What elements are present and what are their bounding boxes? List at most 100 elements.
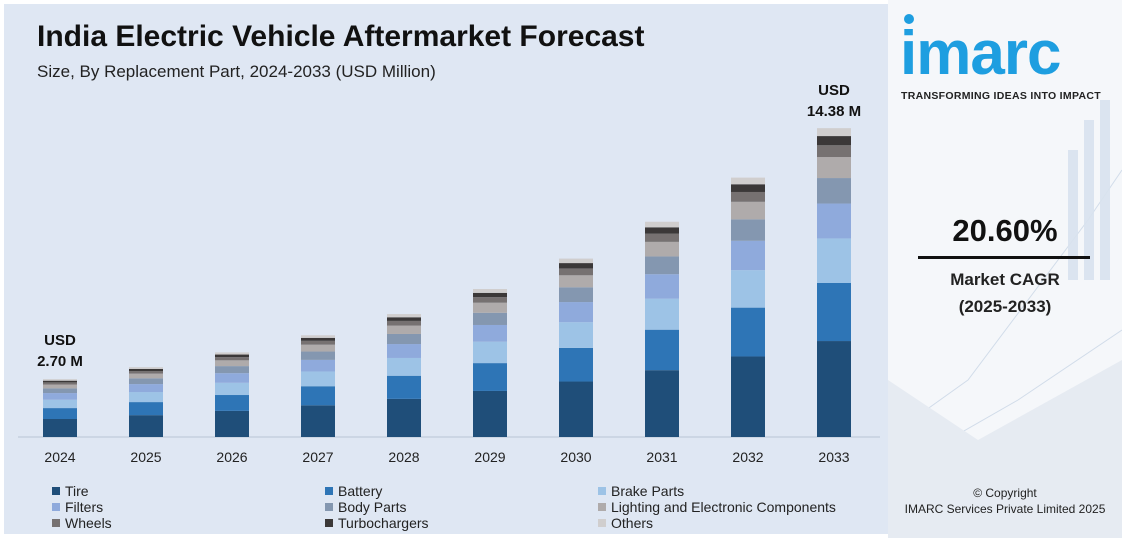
x-tick-label-2025: 2025 [130,449,161,465]
legend-swatch [598,487,606,495]
bar-segment-battery-2026 [215,395,249,411]
x-tick-label-2024: 2024 [44,449,75,465]
bar-segment-body-parts-2033 [817,178,851,204]
bar-segment-others-2027 [301,335,335,338]
legend-swatch [52,503,60,511]
bar-segment-others-2026 [215,352,249,355]
legend-label: Battery [338,483,383,499]
bar-segment-others-2030 [559,258,593,264]
legend-label: Wheels [65,515,112,531]
x-tick-label-2026: 2026 [216,449,247,465]
x-tick-label-2028: 2028 [388,449,419,465]
bar-segment-body-parts-2028 [387,333,421,345]
bar-segment-filters-2031 [645,274,679,299]
bar-segment-brake-parts-2027 [301,371,335,387]
annotation-start-currency: USD [44,332,76,349]
chart-panel: India Electric Vehicle Aftermarket Forec… [4,4,888,534]
bar-segment-wheels-2032 [731,191,765,202]
bar-segment-wheels-2025 [129,371,163,374]
bar-segment-battery-2029 [473,363,507,391]
bar-segment-tire-2028 [387,398,421,437]
bar-segment-body-parts-2030 [559,287,593,303]
bar-segment-filters-2030 [559,302,593,323]
bar-segment-turbochargers-2028 [387,317,421,321]
bar-segment-turbochargers-2024 [43,380,77,383]
legend-label: Others [611,515,654,531]
x-tick-label-2031: 2031 [646,449,677,465]
value-annotations: USD 2.70 M USD 14.38 M [37,82,861,370]
legend-label: Filters [65,499,104,515]
legend-swatch [598,519,606,527]
bar-segment-turbochargers-2032 [731,184,765,192]
bar-segment-filters-2025 [129,384,163,393]
x-tick-label-2029: 2029 [474,449,505,465]
bar-segment-turbochargers-2025 [129,368,163,372]
logo-dot [904,14,914,24]
legend-label: Body Parts [338,499,407,515]
legend-item-turbochargers: Turbochargers [325,515,429,531]
imarc-logo[interactable]: imarc [900,19,1061,88]
bar-segment-others-2025 [129,367,163,369]
bar-segment-lighting-and-electronic-components-2033 [817,157,851,179]
bar-segment-lighting-and-electronic-components-2029 [473,302,507,313]
legend-item-lighting-and-electronic-components: Lighting and Electronic Components [598,499,836,515]
bar-segment-battery-2032 [731,307,765,357]
x-tick-label-2033: 2033 [818,449,849,465]
bar-segment-turbochargers-2033 [817,136,851,146]
legend-item-brake-parts: Brake Parts [598,483,684,499]
cagr-label: Market CAGR [950,270,1060,289]
bar-segment-lighting-and-electronic-components-2028 [387,325,421,334]
x-tick-labels: 2024 2025 2026 2027 2028 2029 2030 2031 2032 2033 [44,449,849,465]
bar-segment-others-2029 [473,288,507,293]
bar-segment-wheels-2027 [301,340,335,345]
legend-item-others: Others [598,515,653,531]
company-name: IMARC Services Private Limited 2025 [904,502,1106,516]
brand-tagline: TRANSFORMING IDEAS INTO IMPACT [901,90,1101,102]
bar-segment-body-parts-2025 [129,378,163,385]
decorative-background [888,100,1122,538]
bar-segment-turbochargers-2027 [301,337,335,341]
bar-segment-filters-2033 [817,203,851,239]
legend-item-filters: Filters [52,499,103,515]
annotation-end-value: 14.38 M [807,103,861,120]
bar-segment-filters-2024 [43,393,77,400]
bar-segment-filters-2027 [301,359,335,372]
legend-item-wheels: Wheels [52,515,112,531]
bar-segment-battery-2028 [387,375,421,399]
legend-swatch [325,487,333,495]
bar-segment-tire-2027 [301,405,335,437]
bar-segment-lighting-and-electronic-components-2026 [215,360,249,367]
bar-segment-body-parts-2027 [301,351,335,360]
bar-segment-turbochargers-2031 [645,227,679,234]
x-tick-label-2030: 2030 [560,449,591,465]
bar-segment-battery-2025 [129,402,163,416]
bar-segment-tire-2033 [817,341,851,437]
bar-segment-lighting-and-electronic-components-2024 [43,384,77,389]
bar-segment-wheels-2028 [387,320,421,326]
bar-segment-others-2033 [817,128,851,137]
bar-segment-brake-parts-2024 [43,399,77,409]
bar-segment-lighting-and-electronic-components-2030 [559,275,593,288]
bar-segment-filters-2029 [473,324,507,342]
copyright-text: © Copyright [973,486,1037,500]
bar-segment-body-parts-2031 [645,256,679,275]
bar-segment-turbochargers-2029 [473,292,507,298]
legend-swatch [598,503,606,511]
bar-segment-tire-2029 [473,390,507,437]
legend-item-battery: Battery [325,483,382,499]
bar-segment-others-2028 [387,314,421,318]
bar-segment-filters-2028 [387,344,421,358]
bar-segment-lighting-and-electronic-components-2025 [129,373,163,379]
bar-segment-others-2031 [645,221,679,228]
legend-item-body-parts: Body Parts [325,499,406,515]
legend-label: Tire [65,483,89,499]
bar-segment-tire-2031 [645,370,679,437]
bars-group [43,128,851,437]
bar-segment-battery-2031 [645,329,679,371]
bar-segment-tire-2030 [559,381,593,437]
bar-segment-tire-2025 [129,415,163,437]
bar-segment-filters-2032 [731,240,765,271]
chart-title: India Electric Vehicle Aftermarket Forec… [37,20,645,53]
bar-segment-brake-parts-2026 [215,382,249,396]
